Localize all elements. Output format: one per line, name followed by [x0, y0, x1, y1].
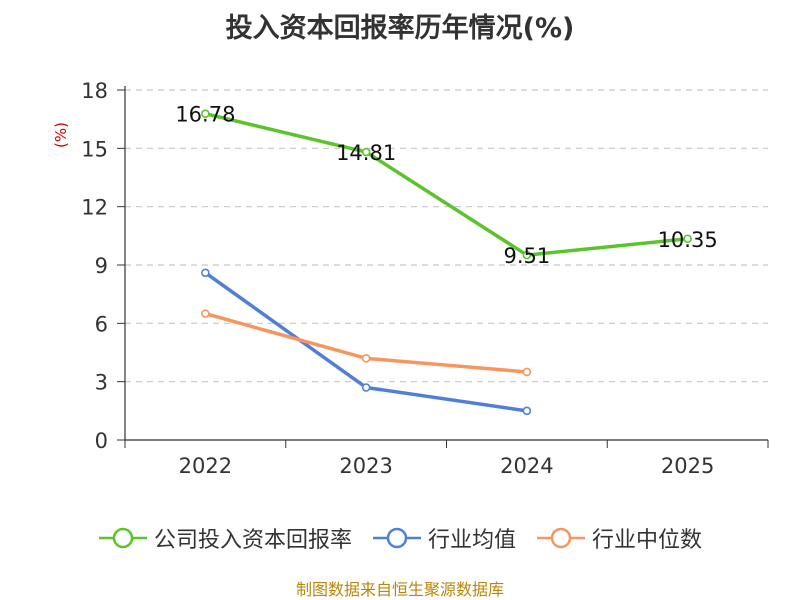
- x-tick-label-2025: 2025: [661, 454, 714, 478]
- x-tick-label-2023: 2023: [339, 454, 392, 478]
- y-tick-label-3: 3: [95, 371, 108, 395]
- series-line-2: [204, 311, 528, 374]
- chart-title: 投入资本回报率历年情况(%): [225, 13, 575, 44]
- data-point-2-2023: [361, 354, 371, 363]
- source-note: 制图数据来自恒生聚源数据库: [295, 580, 504, 599]
- legend-line-circle-icon: [372, 527, 421, 549]
- x-tick-label-2024: 2024: [500, 454, 553, 478]
- y-tick-label-0: 0: [95, 429, 108, 453]
- legend-item-2[interactable]: 行业中位数: [536, 522, 702, 554]
- legend: 公司投入资本回报率 行业均值 行业中位数: [0, 522, 800, 554]
- data-label-0-2022: 16.78: [175, 103, 235, 127]
- y-tick-label-12: 12: [81, 196, 108, 220]
- data-label-0-2025: 10.35: [658, 228, 718, 252]
- data-point-0-2022: [201, 109, 210, 119]
- data-point-1-2024: [522, 406, 532, 416]
- x-tick-label-2022: 2022: [179, 454, 232, 478]
- legend-line-circle-icon: [537, 527, 585, 549]
- data-point-0-2024: [522, 250, 532, 260]
- y-tick-label-15: 15: [81, 137, 108, 161]
- legend-line-circle-icon: [98, 527, 147, 549]
- legend-item-0[interactable]: 公司投入资本回报率: [98, 522, 352, 554]
- series-line-0: [204, 112, 688, 257]
- legend-label: 行业均值: [427, 528, 516, 553]
- data-label-0-2024: 9.51: [503, 244, 550, 268]
- y-tick-label-6: 6: [95, 312, 108, 336]
- data-point-0-2023: [361, 147, 371, 157]
- data-point-2-2022: [201, 309, 210, 318]
- y-tick-label-18: 18: [81, 79, 108, 103]
- data-point-2-2024: [522, 367, 532, 377]
- y-tick-label-9: 9: [95, 254, 108, 278]
- data-point-0-2025: [683, 234, 692, 244]
- data-label-0-2023: 14.81: [336, 141, 396, 165]
- data-point-1-2022: [201, 268, 210, 278]
- data-point-1-2023: [361, 383, 371, 392]
- legend-label: 行业中位数: [592, 528, 703, 553]
- legend-item-1[interactable]: 行业均值: [372, 522, 516, 554]
- legend-label: 公司投入资本回报率: [153, 528, 352, 553]
